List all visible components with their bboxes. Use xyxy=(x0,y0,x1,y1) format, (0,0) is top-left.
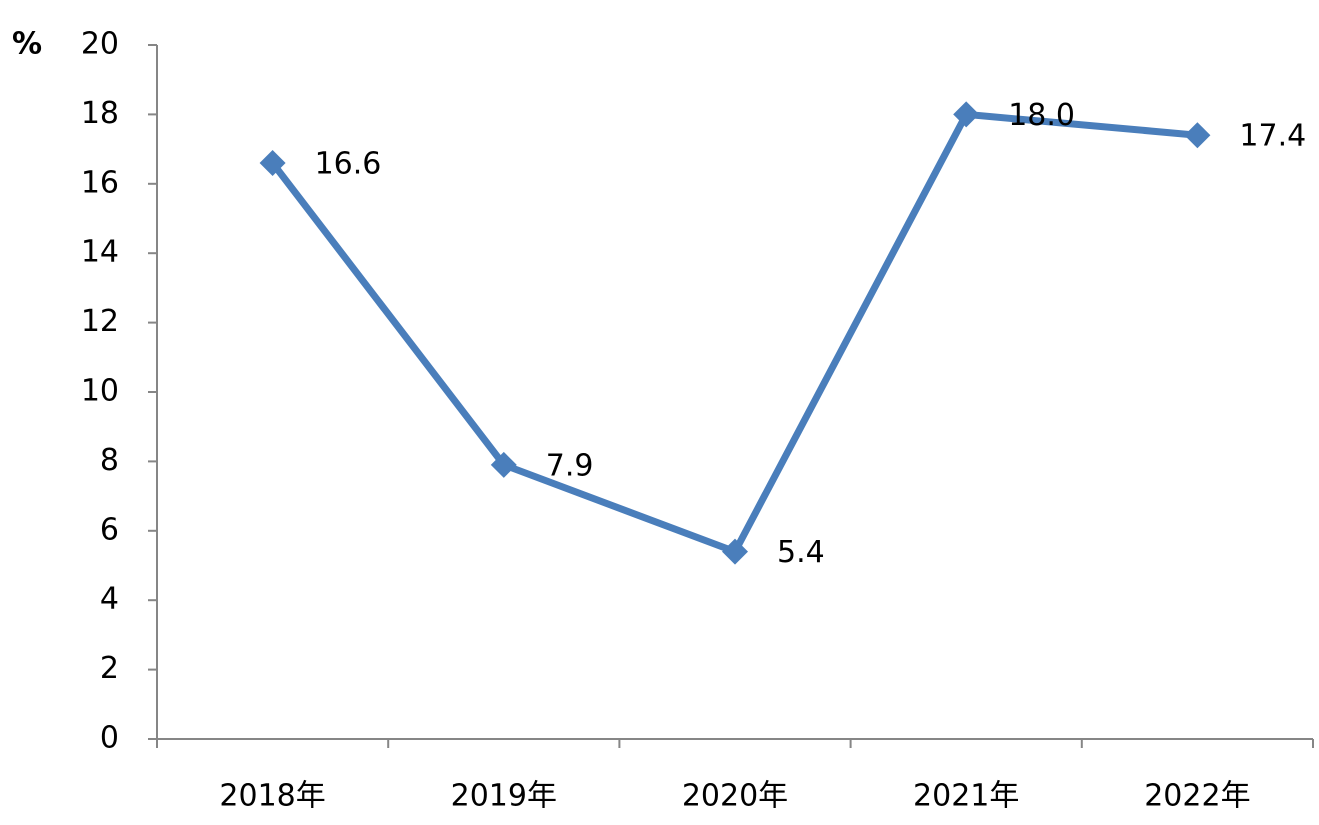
y-tick-label: 16 xyxy=(81,165,119,200)
data-label: 7.9 xyxy=(546,448,594,483)
data-label: 16.6 xyxy=(315,146,382,181)
marker xyxy=(259,149,286,176)
marker xyxy=(953,101,980,128)
data-label: 18.0 xyxy=(1008,98,1075,133)
marker xyxy=(1184,122,1211,149)
y-tick-label: 6 xyxy=(100,512,119,547)
y-tick-label: 10 xyxy=(81,374,119,409)
y-tick-label: 18 xyxy=(81,96,119,131)
x-tick-label: 2022年 xyxy=(1144,779,1250,814)
y-tick-label: 2 xyxy=(100,651,119,686)
data-label: 5.4 xyxy=(777,535,825,570)
y-tick-label: 20 xyxy=(81,27,119,62)
y-tick-label: 0 xyxy=(100,721,119,756)
line xyxy=(269,110,1198,556)
data-label: 17.4 xyxy=(1239,119,1306,154)
marker xyxy=(490,451,517,478)
y-tick-label: 14 xyxy=(81,235,119,270)
x-tick-label: 2018年 xyxy=(219,779,325,814)
y-axis-label: % xyxy=(12,27,42,62)
y-tick-label: 12 xyxy=(81,304,119,339)
x-tick-label: 2019年 xyxy=(451,779,557,814)
x-tick-label: 2021年 xyxy=(913,779,1019,814)
x-tick-label: 2020年 xyxy=(682,779,788,814)
y-tick-label: 8 xyxy=(100,443,119,478)
y-tick-label: 4 xyxy=(100,582,119,617)
marker xyxy=(722,538,748,565)
